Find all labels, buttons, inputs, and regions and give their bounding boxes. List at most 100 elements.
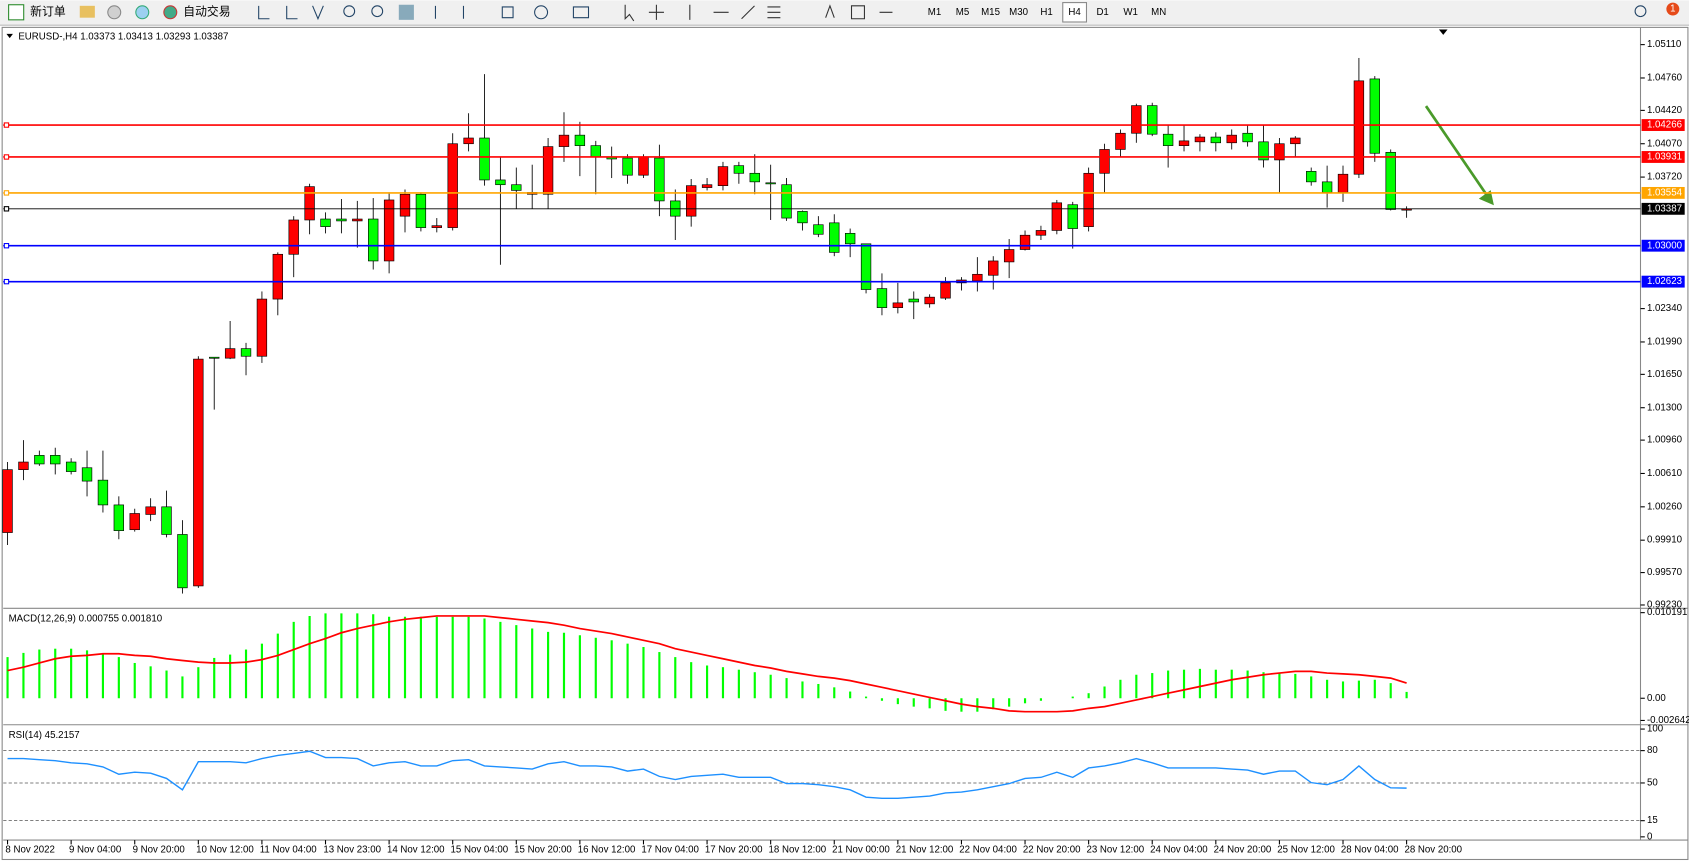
candle-body: [34, 455, 45, 465]
notification-count[interactable]: 1: [1670, 4, 1675, 15]
y-tick-label: 1.01650: [1647, 369, 1683, 380]
icon[interactable]: [107, 5, 122, 20]
candle-body: [717, 166, 729, 186]
icon[interactable]: [79, 5, 95, 18]
y-tick-label: 1.02340: [1647, 303, 1683, 314]
timeframe-button[interactable]: M30: [1009, 7, 1028, 18]
x-tick-label: 14 Nov 12:00: [387, 844, 445, 855]
candle-body: [272, 253, 283, 300]
candle-body: [1369, 78, 1380, 154]
x-tick-label: 18 Nov 12:00: [769, 844, 827, 855]
auto-trading-icon[interactable]: [163, 5, 178, 20]
candle-body: [336, 218, 347, 222]
arrow-shaft: [1424, 105, 1488, 196]
drawing-tools[interactable]: [624, 4, 893, 22]
icon[interactable]: [135, 5, 150, 20]
new-order-button[interactable]: 新订单: [30, 4, 66, 18]
candle-body: [924, 296, 935, 305]
price-label: 1.03000: [1647, 240, 1683, 251]
candle-body: [654, 157, 665, 202]
candle-body: [1115, 132, 1126, 150]
candle-body: [765, 182, 776, 185]
notification-badge[interactable]: [1666, 2, 1680, 16]
candle-body: [622, 157, 633, 176]
price-label-bg: [1641, 275, 1685, 288]
candle-body: [1258, 141, 1269, 161]
candle-body: [1131, 105, 1142, 134]
candle-body: [1290, 137, 1301, 145]
arrow-head: [1478, 190, 1494, 206]
price-label-bg: [1641, 151, 1685, 163]
search[interactable]: [1634, 5, 1647, 18]
y-tick-label: 0.99570: [1647, 567, 1683, 578]
new-order-icon[interactable]: [8, 4, 25, 21]
line-anchor: [3, 243, 10, 249]
y-tick-label: 15: [1647, 815, 1658, 826]
indicator-title: MACD(12,26,9) 0.000755 0.001810: [9, 614, 163, 625]
price-label-bg: [1641, 186, 1685, 199]
candle-body: [415, 193, 427, 228]
timeframe-button[interactable]: M1: [928, 7, 941, 18]
line-anchor: [3, 206, 10, 212]
candle-body: [113, 504, 125, 531]
y-tick-label: -0.002642: [1647, 715, 1689, 726]
y-tick-label: 0.99910: [1647, 535, 1683, 546]
x-tick-label: 15 Nov 04:00: [451, 844, 509, 855]
timeframe-button[interactable]: H4: [1068, 7, 1081, 18]
x-tick-label: 21 Nov 00:00: [832, 844, 890, 855]
timeframe-button[interactable]: M15: [981, 7, 1000, 18]
candle-body: [1210, 136, 1221, 144]
candle-body: [1194, 136, 1206, 143]
y-tick-label: 1.01990: [1647, 337, 1683, 348]
x-tick-label: 22 Nov 20:00: [1023, 844, 1081, 855]
candle-body: [1162, 133, 1174, 146]
candle-body: [1099, 149, 1110, 174]
candle-body: [686, 185, 697, 217]
candle-body: [463, 137, 474, 145]
active-timeframe[interactable]: [1062, 2, 1088, 23]
candle-body: [1083, 172, 1094, 227]
x-tick-label: 22 Nov 04:00: [959, 844, 1017, 855]
auto-trading-button[interactable]: 自动交易: [183, 4, 230, 18]
toolbar-buttons[interactable]: 新订单 自动交易 1: [8, 2, 1680, 22]
candle-body: [18, 461, 29, 470]
x-tick-label: 17 Nov 20:00: [705, 844, 763, 855]
candle-body: [1226, 134, 1237, 144]
timeframe-button[interactable]: W1: [1123, 7, 1138, 18]
candle-body: [558, 134, 570, 147]
zoom-out[interactable]: [371, 5, 384, 18]
tool-icons[interactable]: [434, 5, 590, 20]
y-tick-label: 1.00960: [1647, 435, 1683, 446]
timeframe-button[interactable]: D1: [1096, 7, 1108, 18]
signal-line: [7, 615, 1407, 713]
candle-body: [81, 467, 93, 482]
candle-body: [1337, 173, 1349, 193]
candle-body: [781, 184, 792, 219]
x-tick-label: 11 Nov 04:00: [260, 844, 318, 855]
y-tick-label: 1.00260: [1647, 501, 1683, 512]
candle-body: [209, 356, 220, 359]
candle-body: [797, 211, 808, 224]
candle-body: [1067, 204, 1078, 229]
candle-body: [177, 534, 188, 589]
tile-windows[interactable]: [398, 4, 414, 20]
line-anchor: [3, 278, 10, 285]
y-tick-label: 1.04070: [1647, 138, 1683, 149]
price-label: 1.02623: [1647, 276, 1682, 287]
chart-type-icons[interactable]: [258, 5, 324, 21]
price-label-bg: [1641, 202, 1685, 215]
zoom-in[interactable]: [343, 5, 356, 18]
x-tick-label: 9 Nov 20:00: [133, 844, 186, 855]
timeframe-button[interactable]: MN: [1151, 7, 1166, 18]
price-label-bg: [1641, 119, 1685, 131]
candle-body: [1003, 249, 1015, 263]
line-anchor: [3, 122, 10, 128]
candle-body: [638, 156, 649, 176]
timeframe-button[interactable]: M5: [956, 7, 969, 18]
candle-body: [304, 186, 315, 221]
y-tick-label: 50: [1647, 778, 1658, 789]
timeframe-button[interactable]: H1: [1040, 7, 1052, 18]
x-tick-label: 16 Nov 12:00: [578, 844, 636, 855]
candle-body: [1306, 171, 1317, 183]
x-tick-label: 25 Nov 12:00: [1277, 844, 1335, 855]
